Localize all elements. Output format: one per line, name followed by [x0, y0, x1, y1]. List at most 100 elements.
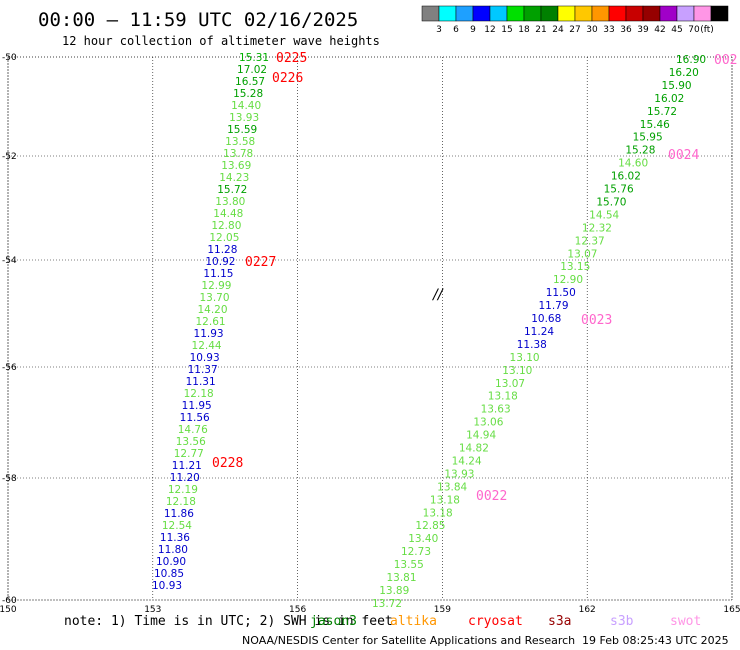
wave-height-value: 12.18: [184, 388, 214, 400]
chart-title: 00:00 – 11:59 UTC 02/16/2025: [38, 9, 358, 31]
wave-height-value: 14.48: [213, 208, 243, 220]
wave-height-value: 10.92: [205, 256, 235, 268]
wave-height-value: 16.90: [676, 54, 706, 66]
wave-height-value: 13.18: [430, 494, 460, 506]
wave-height-value: 10.93: [190, 352, 220, 364]
wave-height-value: 13.78: [223, 148, 253, 160]
wave-height-value: 11.31: [186, 376, 216, 388]
wave-height-value: 14.23: [219, 172, 249, 184]
wave-height-value: 13.70: [199, 292, 229, 304]
wave-height-value: 14.40: [231, 100, 261, 112]
pass-time-label: 0022: [476, 489, 507, 504]
wave-height-value: 11.28: [207, 244, 237, 256]
colorbar-label: 24: [552, 25, 564, 35]
colorbar-swatch: [472, 5, 491, 22]
colorbar-swatch: [625, 5, 644, 22]
satellite-legend-cryosat: cryosat: [468, 614, 523, 629]
pass-time-label: 0024: [668, 148, 699, 163]
wave-height-value: 11.24: [524, 326, 554, 338]
wave-height-value: 14.82: [459, 443, 489, 455]
satellite-legend-s3b: s3b: [610, 614, 634, 629]
x-tick-label: 159: [434, 605, 451, 615]
pass-time-label: 0226: [272, 71, 303, 86]
wave-height-value: 12.37: [575, 235, 605, 247]
colorbar-swatch: [642, 5, 661, 22]
wave-height-value: 15.76: [604, 184, 634, 196]
wave-height-value: 12.90: [553, 274, 583, 286]
chart-subtitle: 12 hour collection of altimeter wave hei…: [62, 34, 380, 48]
wave-height-value: 13.56: [176, 436, 206, 448]
colorbar-label: 6: [453, 25, 459, 35]
wave-height-value: 11.20: [170, 472, 200, 484]
y-tick-label: -58: [2, 474, 17, 484]
colorbar-swatch: [557, 5, 576, 22]
satellite-legend-s3a: s3a: [548, 614, 571, 629]
colorbar-label: 45: [671, 25, 682, 35]
wave-height-value: 12.18: [166, 496, 196, 508]
wave-height-value: 13.55: [394, 559, 424, 571]
y-tick-label: -60: [2, 596, 17, 606]
colorbar-label: 21: [535, 25, 546, 35]
wave-height-value: 13.15: [560, 261, 590, 273]
colorbar-swatch: [574, 5, 593, 22]
wave-height-value: 12.54: [162, 520, 192, 532]
wave-height-value: 12.77: [174, 448, 204, 460]
colorbar-label: 12: [484, 25, 495, 35]
footer-timestamp: 19 Feb 08:25:43 UTC 2025: [582, 634, 729, 647]
wave-height-value: 16.57: [235, 76, 265, 88]
y-tick-label: -56: [2, 363, 17, 373]
plot-frame: [7, 56, 733, 601]
colorbar-label: 18: [518, 25, 530, 35]
y-tick-label: -52: [2, 152, 17, 162]
wave-height-value: 13.10: [510, 352, 540, 364]
wave-height-value: 15.28: [233, 88, 263, 100]
colorbar-label: 27: [569, 25, 580, 35]
wave-height-value: 13.07: [567, 248, 597, 260]
wave-height-value: 13.80: [215, 196, 245, 208]
wave-height-value: 17.02: [237, 64, 267, 76]
pass-time-labels: 0225 0226 0227 0228 0024 0023 0022 002: [212, 51, 737, 504]
footer-credit: NOAA/NESDIS Center for Satellite Applica…: [242, 634, 575, 647]
pass-time-label: 0225: [276, 51, 307, 66]
pass-time-label: 0227: [245, 255, 276, 270]
wave-height-value: 15.72: [647, 106, 677, 118]
satellite-legend: jason3 altika cryosat s3a s3b swot: [310, 614, 701, 629]
wave-height-value: 12.85: [415, 520, 445, 532]
y-tick-label: -54: [2, 256, 17, 266]
colorbar-swatch: [523, 5, 542, 22]
wave-height-value: 10.93: [152, 580, 182, 592]
wave-height-value: 14.24: [452, 455, 482, 467]
colorbar-swatch: [455, 5, 474, 22]
x-tick-label: 162: [579, 605, 596, 615]
colorbar-legend: 3 6 9 12 15 18 21 24 27 30 33 36 39 42 45 70 (ft): [421, 5, 729, 35]
wave-height-value: 15.70: [596, 196, 626, 208]
colorbar-label: 3: [436, 25, 442, 35]
colorbar-swatch: [693, 5, 712, 22]
colorbar-swatch: [506, 5, 525, 22]
wave-height-value: 15.95: [633, 132, 663, 144]
wave-height-value: 11.79: [538, 300, 568, 312]
wave-height-value: 12.80: [211, 220, 241, 232]
wave-height-value: 14.60: [618, 158, 648, 170]
wave-height-value: 12.73: [401, 546, 431, 558]
wave-height-value: 13.89: [379, 585, 409, 597]
wave-height-value: 11.56: [180, 412, 210, 424]
wave-height-value: 15.59: [227, 124, 257, 136]
colorbar-label: 39: [637, 25, 649, 35]
colorbar-label: 30: [586, 25, 598, 35]
wave-height-value: 11.21: [172, 460, 202, 472]
wave-height-value: 15.90: [662, 80, 692, 92]
wave-height-value: 15.28: [625, 145, 655, 157]
wave-height-value: 14.76: [178, 424, 208, 436]
wave-height-value: 11.15: [203, 268, 233, 280]
wave-height-value: 13.93: [229, 112, 259, 124]
wave-height-value: 14.54: [589, 209, 619, 221]
wave-height-value: 11.38: [517, 339, 547, 351]
wave-height-value: 13.69: [221, 160, 251, 172]
wave-height-value: 12.99: [201, 280, 231, 292]
track-glyph: //: [431, 287, 444, 303]
colorbar-swatch: [540, 5, 559, 22]
wave-height-value: 16.20: [669, 67, 699, 79]
wave-height-value: 13.63: [481, 404, 511, 416]
